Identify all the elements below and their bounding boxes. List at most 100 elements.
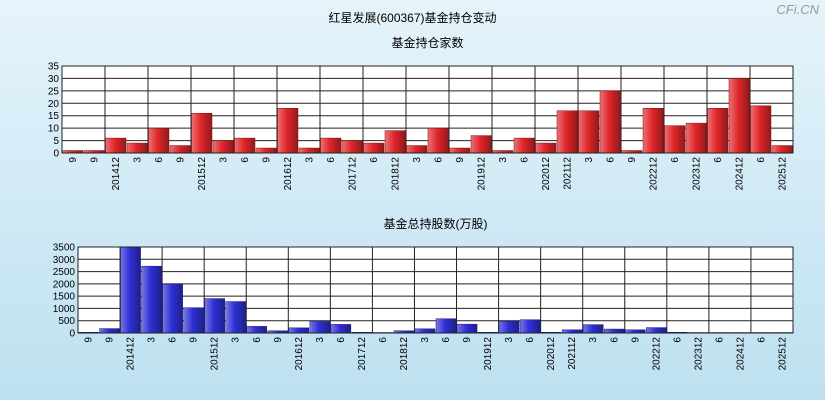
holders-chart-title: 基金持仓家数 xyxy=(391,35,463,50)
shares-chart-title: 基金总持股数(万股) xyxy=(384,216,488,231)
shares-x-tick-label: 6 xyxy=(672,337,683,343)
holders-x-tick-label: 3 xyxy=(412,157,423,163)
holders-x-tick-label: 6 xyxy=(519,157,530,163)
holders-x-tick-label: 6 xyxy=(369,157,380,163)
shares-x-tick-label: 201812 xyxy=(399,337,410,371)
holders-x-tick-label: 6 xyxy=(713,157,724,163)
holders-bar xyxy=(750,105,772,154)
shares-x-tick-label: 201712 xyxy=(357,337,368,371)
shares-x-tick-label: 3 xyxy=(315,337,326,343)
shares-y-tick-label: 500 xyxy=(58,316,75,327)
shares-x-tick-label: 6 xyxy=(441,337,452,343)
holders-bar xyxy=(599,90,621,154)
shares-x-tick-label: 3 xyxy=(504,337,515,343)
watermark-logo: CFi.CN xyxy=(776,2,819,17)
holders-bar xyxy=(535,142,557,154)
holders-y-tick-label: 30 xyxy=(48,74,60,85)
holders-x-tick-label: 201412 xyxy=(111,157,122,191)
shares-y-tick-label: 3500 xyxy=(53,243,76,254)
holders-x-tick-label: 202312 xyxy=(691,157,702,191)
holders-x-tick-label: 6 xyxy=(670,157,681,163)
holders-x-tick-label: 3 xyxy=(584,157,595,163)
shares-x-tick-label: 202112 xyxy=(567,337,578,370)
holders-x-tick-label: 9 xyxy=(89,157,100,163)
shares-x-tick-label: 9 xyxy=(189,337,200,343)
shares-bar xyxy=(162,283,183,334)
holders-bar xyxy=(406,145,428,154)
holders-x-tick-label: 9 xyxy=(68,157,79,163)
holders-x-tick-label: 9 xyxy=(455,157,466,163)
shares-x-tick-label: 6 xyxy=(756,337,767,343)
holders-x-tick-label: 6 xyxy=(433,157,444,163)
shares-y-tick-label: 1000 xyxy=(53,304,76,315)
holders-x-tick-label: 3 xyxy=(132,157,143,163)
holders-bar xyxy=(578,110,600,154)
holders-bar xyxy=(728,78,750,154)
holders-y-tick-label: 0 xyxy=(53,149,59,160)
holders-bar xyxy=(470,135,492,154)
holders-bar xyxy=(707,108,729,154)
holders-x-tick-label: 3 xyxy=(498,157,509,163)
holders-x-tick-label: 3 xyxy=(304,157,315,163)
shares-x-tick-label: 202412 xyxy=(735,337,746,371)
holders-x-tick-label: 9 xyxy=(175,157,186,163)
shares-x-tick-label: 9 xyxy=(273,337,284,343)
holders-x-tick-label: 6 xyxy=(326,157,337,163)
holders-y-tick-label: 25 xyxy=(48,86,60,97)
shares-x-tick-label: 202512 xyxy=(777,337,788,371)
shares-bar xyxy=(414,328,436,334)
shares-x-tick-label: 9 xyxy=(84,337,95,343)
holders-bar xyxy=(449,147,471,154)
shares-x-tick-label: 6 xyxy=(525,337,536,343)
shares-x-tick-label: 3 xyxy=(420,337,431,343)
holders-bar xyxy=(148,127,170,154)
holders-x-tick-label: 202412 xyxy=(734,157,745,191)
holders-x-tick-label: 201912 xyxy=(476,157,487,191)
holders-x-tick-label: 9 xyxy=(627,157,638,163)
holders-bar xyxy=(771,145,793,154)
shares-bar xyxy=(435,318,457,334)
holders-bar xyxy=(234,137,256,154)
holders-x-tick-label: 202112 xyxy=(562,157,573,190)
shares-x-tick-label: 3 xyxy=(231,337,242,343)
shares-x-tick-label: 201612 xyxy=(294,337,305,371)
shares-y-tick-label: 2000 xyxy=(53,279,76,290)
shares-bar xyxy=(646,327,667,334)
holders-bar xyxy=(556,110,578,154)
shares-bar xyxy=(246,326,268,334)
holders-x-tick-label: 202512 xyxy=(777,157,788,191)
shares-y-tick-label: 3000 xyxy=(53,255,76,266)
holders-bar xyxy=(685,122,707,154)
holders-bar xyxy=(642,108,664,154)
shares-x-tick-label: 202212 xyxy=(651,337,662,371)
holders-bar xyxy=(298,147,320,154)
holders-bar xyxy=(427,127,449,154)
shares-x-tick-label: 9 xyxy=(630,337,641,343)
shares-bar xyxy=(183,307,204,334)
shares-bar xyxy=(582,324,604,334)
holders-x-tick-label: 6 xyxy=(240,157,251,163)
shares-x-tick-label: 202312 xyxy=(693,337,704,371)
shares-bar xyxy=(204,298,225,334)
holders-y-tick-label: 5 xyxy=(53,136,59,147)
holders-x-tick-label: 202212 xyxy=(648,157,659,191)
shares-bar xyxy=(288,327,310,334)
shares-bar xyxy=(330,324,352,334)
holders-bar xyxy=(212,140,234,154)
shares-bar xyxy=(519,319,541,334)
shares-x-tick-label: 6 xyxy=(609,337,620,343)
holders-x-tick-label: 201812 xyxy=(390,157,401,191)
shares-x-tick-label: 202012 xyxy=(546,337,557,371)
page-title: 红星发展(600367)基金持仓变动 xyxy=(328,11,497,25)
holders-x-tick-label: 6 xyxy=(605,157,616,163)
holders-bar xyxy=(513,137,535,154)
holders-x-tick-label: 6 xyxy=(756,157,767,163)
shares-x-tick-label: 201912 xyxy=(483,337,494,371)
shares-bar xyxy=(99,328,120,334)
holders-bar xyxy=(191,112,213,154)
holders-x-tick-label: 201512 xyxy=(197,157,208,191)
holders-x-tick-label: 6 xyxy=(154,157,165,163)
shares-x-tick-label: 6 xyxy=(378,337,389,343)
holders-y-tick-label: 10 xyxy=(48,124,60,135)
